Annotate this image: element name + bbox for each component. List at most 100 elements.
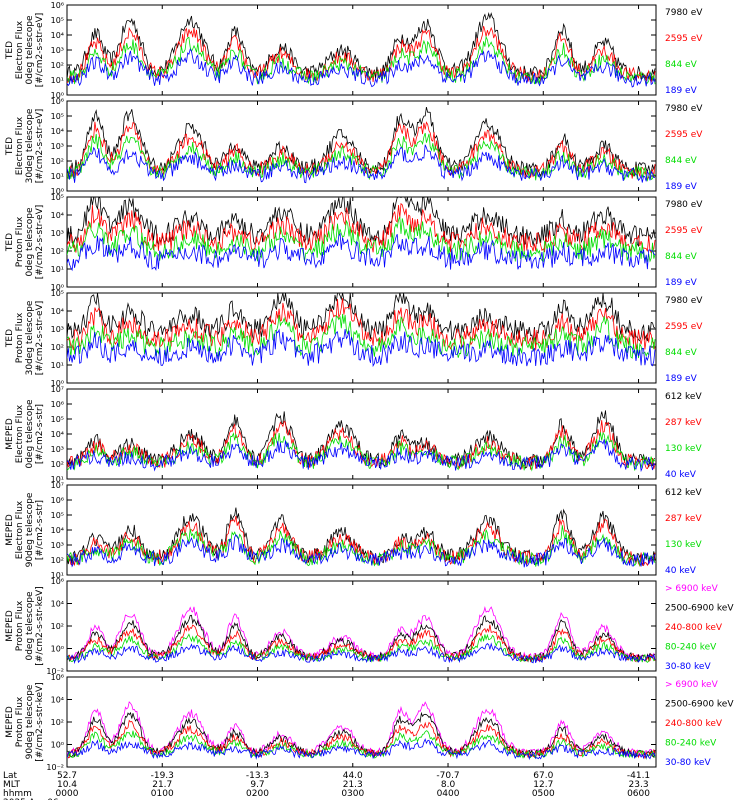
y-tick-label: 10³ [51, 445, 64, 454]
panel-frame [66, 196, 657, 288]
x-row-label: hhmm [3, 789, 32, 799]
x-row-value: 0100 [151, 789, 174, 799]
y-tick-label: 10² [51, 622, 64, 631]
series-7980-ev [67, 12, 656, 82]
y-tick-label: 10⁴ [51, 307, 64, 316]
y-axis-label: Electron Flux [15, 116, 25, 175]
legend-entry: 2595 eV [665, 226, 703, 236]
legend-entry: 80-240 keV [665, 643, 717, 653]
y-axis-label: 90deg telescope [25, 492, 35, 567]
y-axis-label: 30deg telescope [25, 108, 35, 183]
y-tick-label: 10⁴ [51, 31, 64, 40]
y-tick-label: 10⁴ [51, 211, 64, 220]
x-row-value: 0200 [246, 789, 269, 799]
panel-6: 10¹ 10² 10³ 10⁴ 10⁵ 10⁶ 10⁷ MEPED Electron Flux 9… [5, 481, 702, 580]
legend-entry: 40 keV [665, 566, 697, 576]
y-tick-label: 10⁵ [51, 112, 64, 121]
legend-entry: 287 keV [665, 514, 702, 524]
x-row-value: 21.3 [343, 780, 363, 790]
y-tick-label: 10⁷ [51, 385, 64, 394]
series-group [67, 606, 656, 665]
y-tick-label: 10¹ [51, 475, 64, 484]
y-tick-label: 10² [51, 718, 64, 727]
series-287-kev [67, 516, 656, 568]
x-axis-info: Lat 52.7 -19.3 -13.3 44.0 -70.7 67.0 -41.1 MLT 10… [3, 771, 650, 800]
legend-entry: 287 keV [665, 418, 702, 428]
x-row-value: -41.1 [627, 771, 650, 781]
y-axis-label: Electron Flux [15, 20, 25, 79]
y-tick-label: 10⁶ [51, 577, 64, 586]
panel-1: 10⁰ 10¹ 10² 10³ 10⁴ 10⁵ 10⁶ TED Electron Flux 0de… [5, 1, 703, 100]
y-axis-label: 30deg telescope [25, 300, 35, 375]
y-tick-label: 10² [51, 247, 64, 256]
series-189-ev [67, 144, 656, 184]
y-tick-label: 10⁰ [51, 187, 64, 196]
y-axis-label: [#/cm2-s-str-keV] [35, 682, 45, 761]
legend-entry: 2500-6900 keV [665, 604, 734, 614]
series-group [67, 107, 656, 184]
y-tick-label: 10⁴ [51, 696, 64, 705]
y-tick-label: 10⁴ [51, 430, 64, 439]
y-axis-label: MEPED [5, 706, 15, 738]
panel-5: 10¹ 10² 10³ 10⁴ 10⁵ 10⁶ 10⁷ MEPED Electron Flux 0… [5, 385, 702, 484]
panel-2: 10⁰ 10¹ 10² 10³ 10⁴ 10⁵ 10⁶ TED Electron Flux 30d… [5, 97, 703, 196]
legend-entry: 2595 eV [665, 322, 703, 332]
x-row-value: 0000 [56, 789, 79, 799]
legend-entry: 189 eV [665, 182, 698, 192]
x-row-value: 9.7 [250, 780, 264, 790]
y-tick-label: 10² [51, 343, 64, 352]
y-axis-label: TED [5, 137, 15, 156]
series-group [67, 701, 656, 761]
legend-entry: 844 eV [665, 60, 698, 70]
y-tick-label: 10⁶ [51, 97, 64, 106]
series-844-ev [67, 216, 656, 263]
y-axis-label: Proton Flux [15, 696, 25, 747]
x-row-value: 52.7 [57, 771, 77, 781]
y-axis-label: Electron Flux [15, 500, 25, 559]
y-axis-label: [#/cm2-s-str-eV] [35, 205, 45, 280]
series-40-kev [67, 534, 656, 568]
legend-entry: 7980 eV [665, 104, 703, 114]
legend-entry: 240-800 keV [665, 623, 723, 633]
y-tick-label: 10⁰ [51, 379, 64, 388]
legend-entry: 189 eV [665, 374, 698, 384]
legend-entry: 7980 eV [665, 296, 703, 306]
panel-7: 10⁻² 10⁰ 10² 10⁴ 10⁶ MEPED Proton Flux 0deg tel… [5, 577, 734, 676]
y-tick-label: 10⁵ [51, 193, 64, 202]
y-axis-label: Electron Flux [15, 404, 25, 463]
series-7980-ev [67, 293, 656, 342]
panel-frame [66, 100, 657, 192]
x-row-label: MLT [3, 780, 21, 790]
y-tick-label: 10⁵ [51, 511, 64, 520]
y-tick-label: 10² [51, 61, 64, 70]
y-tick-label: 10² [51, 460, 64, 469]
x-row-value: 0600 [627, 789, 650, 799]
y-tick-label: 10¹ [51, 265, 64, 274]
x-row-value: 12.7 [533, 780, 553, 790]
x-row-value: -70.7 [436, 771, 459, 781]
y-axis-label: 90deg telescope [25, 684, 35, 759]
y-tick-label: 10⁵ [51, 16, 64, 25]
x-row-value: 0400 [437, 789, 460, 799]
y-tick-label: 10¹ [51, 571, 64, 580]
y-tick-label: 10⁻² [46, 763, 64, 772]
legend-entry: 130 keV [665, 444, 702, 454]
y-tick-label: 10⁰ [51, 741, 64, 750]
y-axis-label: MEPED [5, 514, 15, 546]
series-40-kev [67, 439, 656, 473]
y-tick-label: 10⁷ [51, 481, 64, 490]
series-group [67, 410, 656, 473]
y-tick-label: 10⁵ [51, 289, 64, 298]
panel-8: 10⁻² 10⁰ 10² 10⁴ 10⁶ MEPED Proton Flux 90deg te… [5, 673, 734, 772]
legend-entry: 2595 eV [665, 130, 703, 140]
y-axis-label: 0deg telescope [25, 591, 35, 661]
series-844-ev [67, 35, 656, 85]
series-group [67, 507, 656, 568]
legend-entry: 2595 eV [665, 34, 703, 44]
y-tick-label: 10⁶ [51, 1, 64, 10]
legend-entry: 612 keV [665, 392, 702, 402]
y-axis-label: Proton Flux [15, 216, 25, 267]
legend-entry: 844 eV [665, 348, 698, 358]
